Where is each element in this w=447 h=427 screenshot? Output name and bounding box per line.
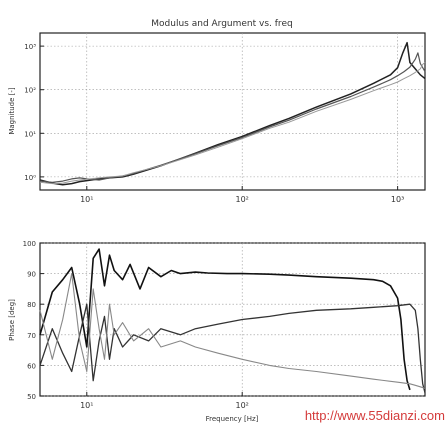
series-line-3	[39, 62, 426, 185]
y-tick-label: 10³	[24, 43, 36, 51]
x-tick-label: 10³	[391, 195, 404, 204]
magnitude-plot-frame	[39, 32, 426, 191]
phase-ticks: 10¹ 10² 50 60 70 80 90 100	[23, 240, 249, 410]
phase-panel: 10¹ 10² 50 60 70 80 90 100 Phase [deg] Frequenc…	[8, 240, 426, 423]
watermark-text: http://www.55dianzi.com	[305, 408, 445, 423]
phase-grid	[40, 242, 425, 397]
x-tick-label: 10¹	[80, 401, 93, 410]
x-tick-label: 10¹	[80, 195, 93, 204]
x-tick-label: 10²	[236, 195, 249, 204]
y-tick-label: 10¹	[24, 130, 36, 138]
y-tick-label: 10²	[24, 87, 36, 95]
magnitude-ticks: 10¹ 10² 10³ 10⁰ 10¹ 10² 10³	[24, 43, 404, 204]
x-tick-label: 10²	[236, 401, 249, 410]
chart-title: Modulus and Argument vs. freq	[151, 19, 292, 29]
series-line-1	[39, 248, 411, 391]
y-tick-label: 60	[27, 362, 36, 370]
magnitude-panel: Modulus and Argument vs. freq 10¹ 10² 10³1…	[8, 19, 426, 204]
magnitude-y-axis-label: Magnitude [-]	[8, 87, 16, 135]
series-line-2	[39, 303, 426, 394]
phase-y-axis-label: Phase [deg]	[8, 299, 16, 341]
magnitude-series	[39, 41, 426, 186]
series-line-1	[39, 41, 426, 186]
y-tick-label: 100	[23, 240, 36, 248]
y-tick-label: 70	[27, 332, 36, 340]
series-line-2	[39, 52, 426, 183]
phase-series	[39, 248, 426, 394]
magnitude-grid	[40, 33, 425, 190]
phase-x-axis-label: Frequency [Hz]	[206, 415, 259, 423]
y-tick-label: 50	[27, 393, 36, 401]
y-tick-label: 10⁰	[24, 174, 36, 182]
series-line-3	[39, 273, 426, 389]
y-tick-label: 90	[27, 271, 36, 279]
y-tick-label: 80	[27, 301, 36, 309]
